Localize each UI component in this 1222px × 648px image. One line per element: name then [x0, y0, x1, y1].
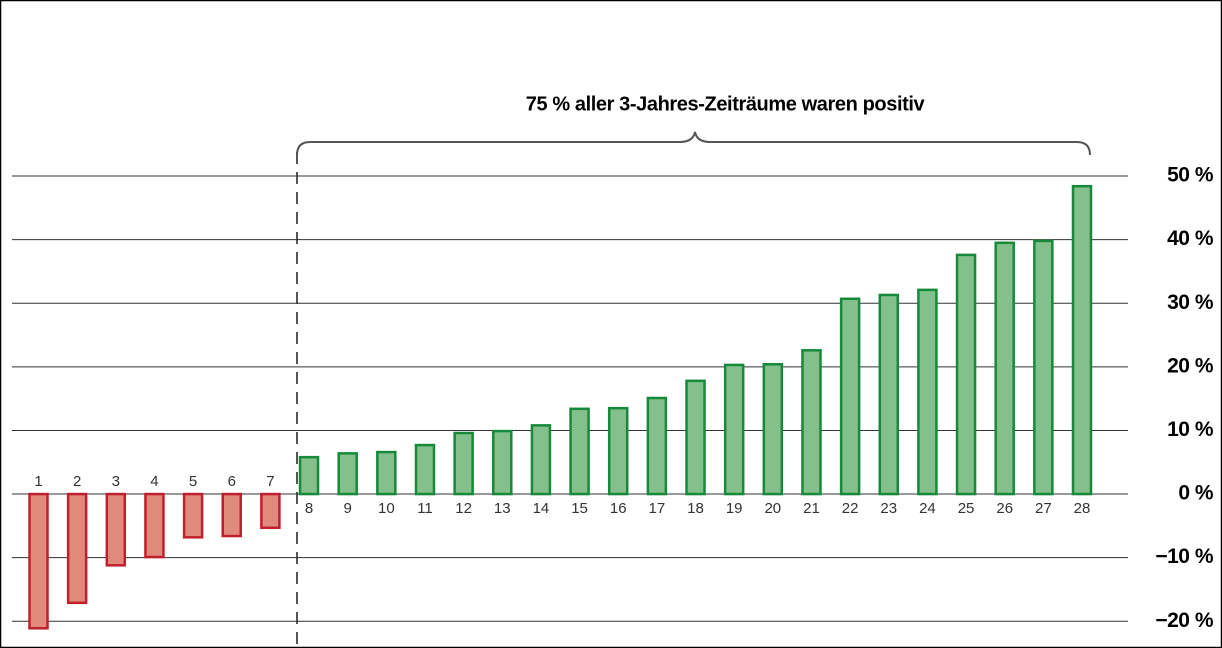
x-tick-label: 6 — [228, 473, 236, 490]
bar — [955, 253, 977, 496]
x-tick-label: 26 — [996, 500, 1013, 517]
bar — [414, 443, 436, 496]
bar — [994, 241, 1015, 496]
x-tick-label: 23 — [880, 500, 897, 517]
x-tick-label: 27 — [1035, 500, 1052, 517]
x-tick-label: 14 — [533, 500, 550, 517]
bar — [839, 297, 861, 496]
x-tick-label: 13 — [494, 500, 511, 517]
bar — [337, 452, 358, 496]
x-tick-label: 24 — [919, 500, 936, 517]
brace — [296, 131, 1091, 156]
x-tick-label: 4 — [150, 473, 158, 490]
x-tick-label: 25 — [958, 500, 975, 517]
y-tick-label: −20 % — [1155, 609, 1213, 632]
bar — [260, 492, 281, 530]
bar — [762, 363, 784, 496]
x-tick-label: 12 — [455, 500, 472, 517]
x-tick-label: 17 — [649, 500, 666, 517]
x-tick-label: 2 — [73, 473, 81, 490]
bar — [723, 363, 745, 496]
bar — [453, 431, 474, 496]
x-tick-label: 20 — [764, 500, 781, 517]
bar — [28, 492, 49, 630]
bar — [492, 429, 513, 496]
y-tick-label: 40 % — [1167, 227, 1214, 250]
y-tick-label: 10 % — [1167, 418, 1214, 441]
x-tick-label: 3 — [112, 473, 120, 490]
x-tick-label: 7 — [266, 473, 274, 490]
bar — [144, 492, 165, 559]
annotation: 75 % aller 3-Jahres-Zeiträume waren posi… — [526, 93, 926, 115]
bar — [1033, 239, 1054, 496]
bar — [66, 492, 88, 605]
bar — [1071, 184, 1093, 496]
bar — [685, 379, 706, 496]
x-tick-label: 8 — [305, 500, 313, 517]
x-tick-label: 18 — [687, 500, 704, 517]
x-tick-label: 21 — [803, 500, 820, 517]
bar — [376, 450, 397, 496]
x-tick-label: 1 — [34, 473, 42, 490]
y-tick-label: 20 % — [1167, 354, 1214, 377]
bar — [569, 407, 590, 496]
x-tick-label: 16 — [610, 500, 627, 517]
x-tick-label: 15 — [571, 500, 588, 517]
x-tick-label: 10 — [378, 500, 395, 517]
x-tick-label: 19 — [726, 500, 743, 517]
x-tick-label: 28 — [1074, 500, 1091, 517]
y-tick-label: 0 % — [1178, 482, 1214, 505]
x-tick-label: 9 — [344, 500, 352, 517]
bar — [878, 293, 900, 496]
bar — [105, 492, 127, 567]
bar — [221, 492, 242, 538]
bar — [182, 492, 204, 539]
y-tick-label: −10 % — [1155, 545, 1213, 568]
bar — [917, 288, 938, 496]
bar — [646, 396, 668, 496]
x-tick-label: 5 — [189, 473, 197, 490]
x-tick-label: 11 — [417, 500, 433, 517]
y-tick-label: 50 % — [1167, 164, 1214, 187]
x-tick-label: 22 — [842, 500, 859, 517]
bar — [607, 406, 629, 496]
bar — [801, 349, 822, 496]
y-tick-label: 30 % — [1167, 291, 1214, 314]
bar — [298, 455, 320, 496]
bar — [530, 424, 552, 496]
